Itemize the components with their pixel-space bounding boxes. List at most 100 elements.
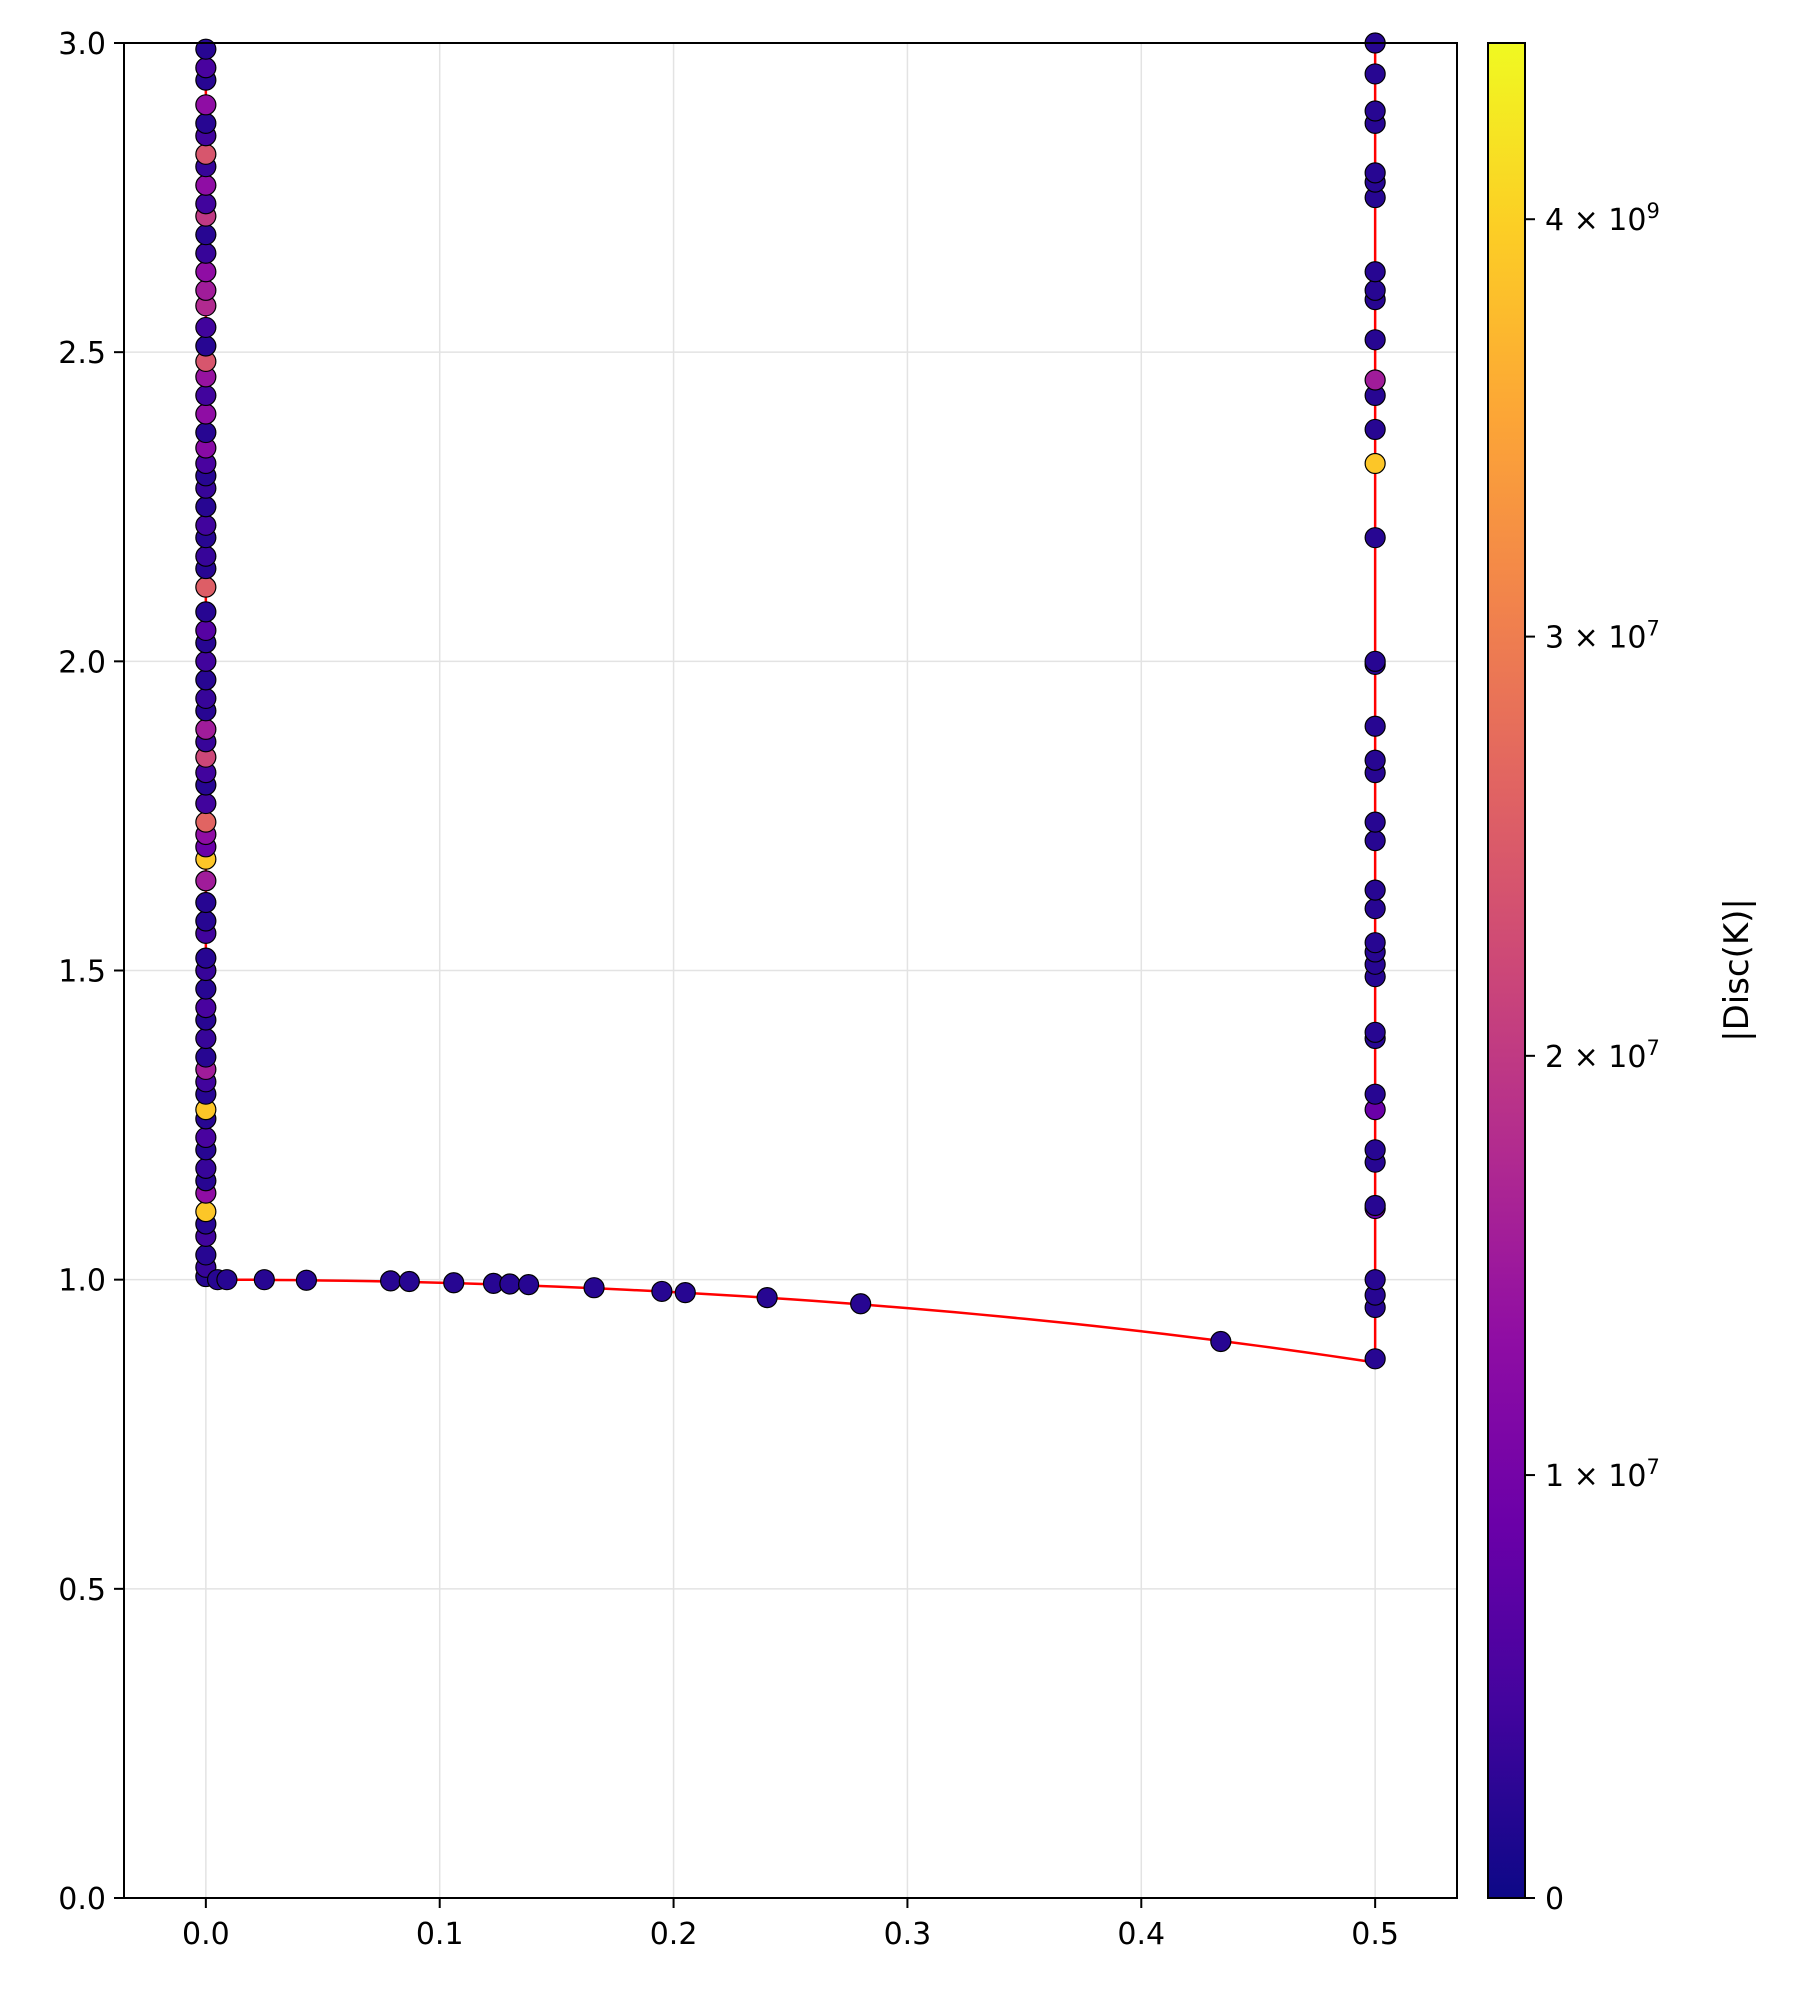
boundary-curve — [204, 43, 1377, 1364]
colorbar-tick-label: 3 × 107 — [1545, 617, 1660, 656]
colorbar — [1487, 42, 1526, 1899]
data-point — [1364, 1083, 1386, 1105]
data-point — [1364, 650, 1386, 672]
x-tick-label: 0.3 — [884, 1917, 932, 1952]
data-point — [195, 947, 217, 969]
data-point — [195, 1126, 217, 1149]
data-point — [216, 1269, 238, 1291]
data-point — [195, 669, 217, 691]
x-tick-label: 0.0 — [182, 1917, 230, 1952]
y-tick-label: 0.0 — [58, 1882, 106, 1917]
data-point — [1364, 418, 1386, 441]
data-point — [195, 496, 217, 518]
data-point — [195, 910, 217, 932]
data-point — [380, 1270, 402, 1292]
data-point — [850, 1293, 872, 1315]
data-point — [195, 996, 217, 1019]
data-point — [195, 811, 217, 833]
data-point — [195, 112, 217, 134]
data-point — [195, 601, 217, 623]
x-axis: 0.0 0.1 0.2 0.3 0.4 0.5 — [182, 1898, 1399, 1952]
data-point — [195, 316, 217, 339]
data-point — [195, 545, 217, 567]
data-point — [195, 978, 217, 1000]
colorbar-ticks: 0 1 × 107 2 × 107 3 × 107 4 × 109 — [1525, 199, 1660, 1917]
data-point — [674, 1282, 696, 1304]
data-point — [253, 1269, 275, 1291]
data-point — [195, 403, 217, 425]
data-points — [195, 32, 1386, 1370]
y-tick-label: 2.0 — [58, 645, 106, 680]
colorbar-tick-label: 4 × 109 — [1545, 199, 1660, 238]
data-point — [195, 279, 217, 301]
y-tick-label: 1.5 — [58, 955, 106, 990]
data-point — [195, 619, 217, 642]
colorbar-tick-label: 0 — [1545, 1882, 1564, 1917]
data-point — [295, 1269, 318, 1291]
data-point — [195, 718, 217, 740]
x-tick-label: 0.5 — [1351, 1917, 1399, 1952]
data-point — [756, 1286, 778, 1309]
data-point — [195, 576, 217, 598]
data-point — [1364, 1021, 1386, 1043]
boundary-curve-path — [204, 43, 1376, 1364]
data-point — [195, 1157, 217, 1179]
x-tick-label: 0.4 — [1117, 1917, 1165, 1952]
data-point — [1364, 527, 1386, 549]
data-point — [1364, 749, 1386, 771]
data-point — [1364, 898, 1386, 920]
data-point — [1364, 100, 1386, 122]
data-point — [195, 261, 217, 283]
colorbar-tick-label: 2 × 107 — [1545, 1036, 1660, 1075]
data-point — [195, 514, 217, 536]
data-point — [195, 1244, 217, 1266]
data-point — [1364, 830, 1386, 852]
data-point — [195, 1027, 217, 1050]
data-point — [1364, 1194, 1386, 1217]
data-point — [195, 870, 217, 892]
data-point — [195, 38, 217, 60]
data-point — [195, 384, 217, 407]
y-tick-label: 0.5 — [58, 1573, 106, 1608]
data-point — [1364, 329, 1386, 351]
y-tick-label: 3.0 — [58, 27, 106, 62]
data-point — [195, 335, 217, 357]
data-point — [195, 891, 217, 914]
data-point — [1364, 63, 1386, 85]
data-point — [1364, 811, 1386, 833]
data-point — [195, 242, 217, 264]
colorbar-label: |Disc(K)| — [1717, 898, 1757, 1042]
data-point — [195, 94, 217, 116]
data-point — [1364, 1139, 1386, 1161]
data-point — [398, 1270, 420, 1293]
data-point — [517, 1274, 540, 1296]
data-point — [1364, 261, 1386, 283]
data-point — [1364, 279, 1386, 301]
data-point — [195, 1201, 217, 1223]
data-point — [195, 1046, 217, 1068]
data-point — [1364, 879, 1386, 901]
colorbar-tick-label: 1 × 107 — [1545, 1455, 1660, 1494]
data-point — [195, 193, 217, 215]
data-point — [195, 687, 217, 710]
data-point — [1364, 452, 1386, 475]
data-point — [499, 1273, 521, 1295]
grid — [124, 42, 1457, 1899]
data-point — [195, 143, 217, 165]
data-point — [443, 1272, 465, 1294]
data-point — [195, 650, 217, 672]
data-point — [195, 57, 217, 79]
data-point — [195, 421, 217, 444]
data-point — [1364, 932, 1386, 954]
data-point — [1364, 162, 1386, 184]
data-point — [1364, 369, 1386, 391]
data-point — [195, 792, 217, 815]
data-point — [1364, 1269, 1386, 1291]
y-tick-label: 2.5 — [58, 336, 106, 371]
data-point — [583, 1277, 605, 1299]
data-point — [1364, 715, 1386, 737]
data-point — [1364, 1348, 1386, 1370]
x-tick-label: 0.2 — [650, 1917, 698, 1952]
data-point — [1210, 1330, 1232, 1353]
